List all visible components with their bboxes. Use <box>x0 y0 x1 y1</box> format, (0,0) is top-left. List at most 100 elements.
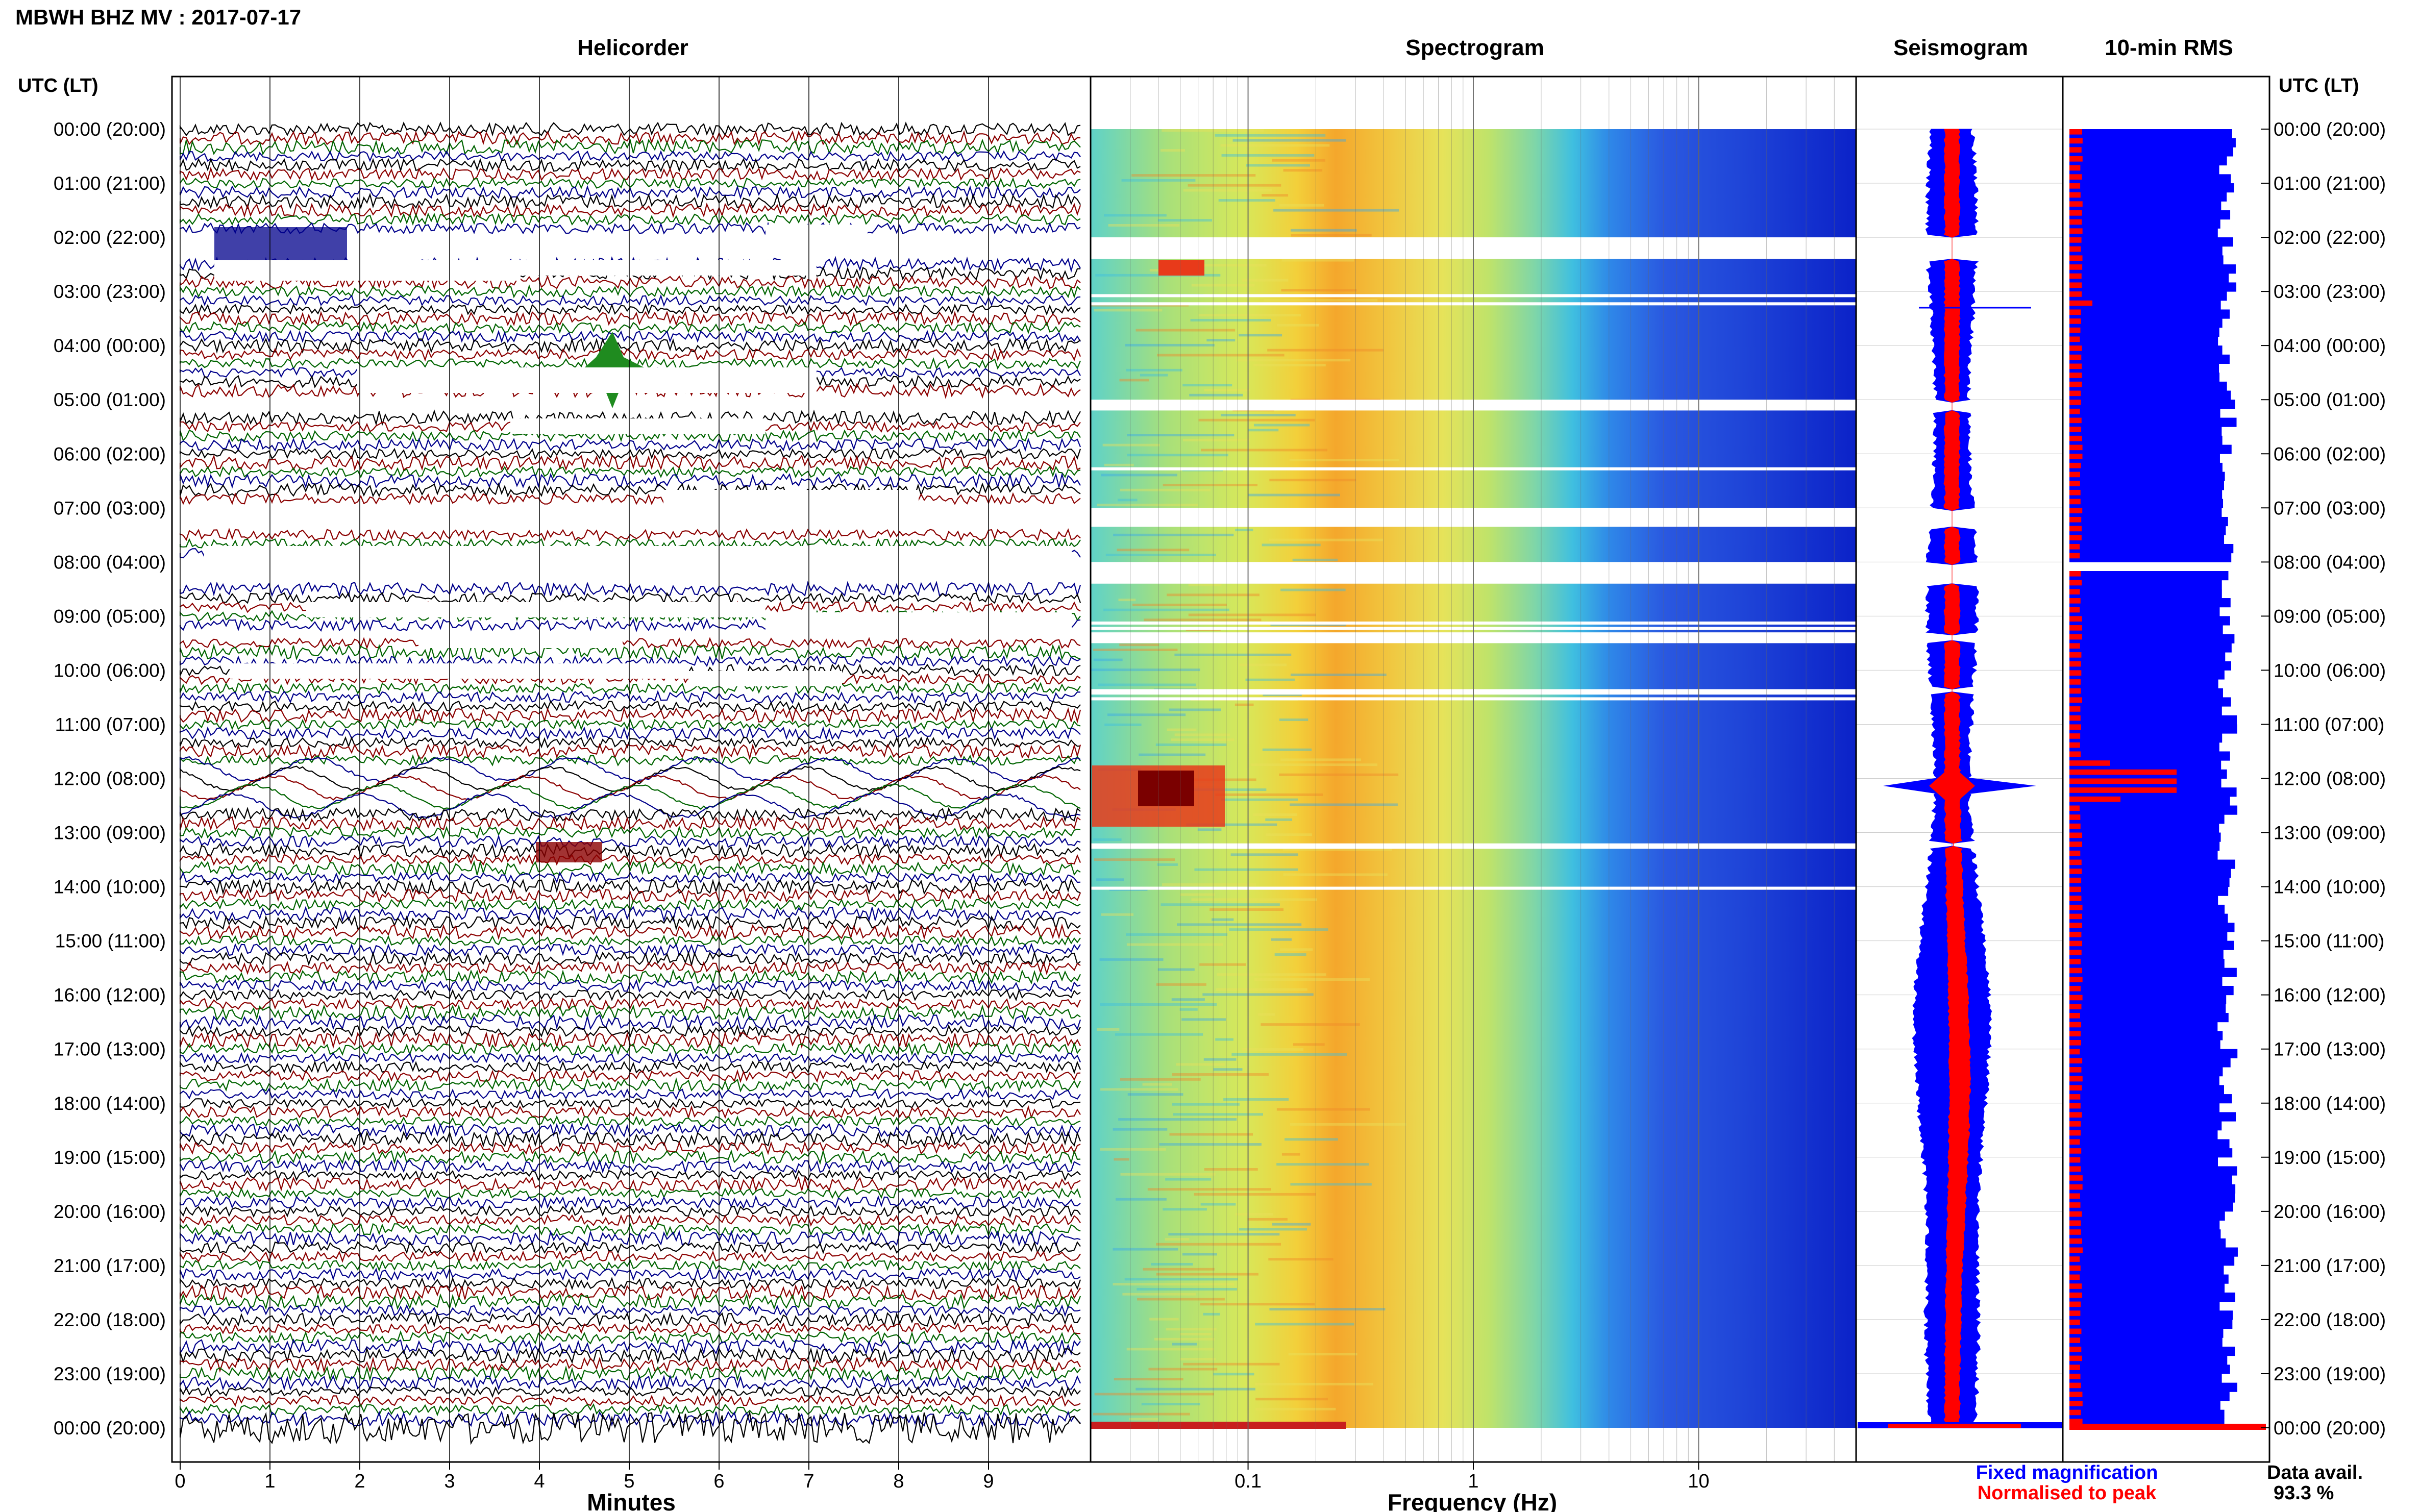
rms-bar-fixed <box>2069 1365 2230 1374</box>
spectrogram-band <box>1163 1208 1207 1211</box>
time-label-right: 01:00 (21:00) <box>2274 173 2386 194</box>
spectrogram-band <box>1215 793 1323 796</box>
rms-bar-normalised <box>2069 246 2081 252</box>
spectrogram-band <box>1163 483 1258 486</box>
data-gap <box>230 663 689 679</box>
rms-bar-normalised <box>2069 931 2082 937</box>
spectrogram-band <box>1113 1283 1235 1286</box>
rms-bar-fixed <box>2069 345 2223 355</box>
data-availability-value: 93.3 % <box>2274 1482 2334 1504</box>
spectrogram-band <box>1148 1368 1218 1371</box>
time-label-right: 00:00 (20:00) <box>2274 119 2386 140</box>
rms-bar-fixed <box>2069 950 2224 959</box>
rms-bar-normalised <box>2069 516 2082 523</box>
rms-bar-normalised <box>2069 977 2083 982</box>
spectrogram-band <box>1203 1312 1220 1316</box>
rms-bar-normalised <box>2069 147 2082 153</box>
rms-bar-normalised <box>2069 787 2177 793</box>
rms-bar-normalised <box>2069 670 2082 676</box>
spectrogram-band <box>1172 1103 1240 1106</box>
time-label-left: 09:00 (05:00) <box>54 606 166 627</box>
rms-bar-normalised <box>2069 1031 2081 1036</box>
time-label-right: 17:00 (13:00) <box>2274 1039 2386 1060</box>
rms-bar-normalised <box>2069 950 2082 955</box>
rms-bar-fixed <box>2069 201 2221 211</box>
spectrogram-band <box>1114 1158 1129 1161</box>
rms-bar-fixed <box>2069 219 2220 229</box>
spectrogram-band <box>1285 1138 1338 1141</box>
rms-bar-fixed <box>2069 237 2233 247</box>
rms-bar-normalised <box>2069 535 2082 540</box>
helicorder-trace <box>179 348 1081 362</box>
helicorder-trace <box>179 212 1081 226</box>
rms-bar-fixed <box>2069 129 2232 139</box>
helicorder-trace <box>179 1311 1081 1328</box>
rms-bar-normalised <box>2069 958 2081 964</box>
helicorder-trace <box>179 1176 1081 1193</box>
spectrogram-band <box>1098 683 1196 686</box>
spectrogram-band <box>1126 368 1182 371</box>
spectrogram-band <box>1264 299 1378 302</box>
rms-bar-fixed <box>2069 1040 2220 1050</box>
time-axis-right: 00:00 (20:00) 01:00 (21:00) 02:00 (22:00) 0… <box>2274 119 2386 1439</box>
rms-bar-fixed <box>2069 940 2234 950</box>
rms-bar-normalised <box>2069 1076 2083 1082</box>
utc-label-left: UTC (LT) <box>18 75 98 96</box>
helicorder-trace <box>179 202 1081 218</box>
rms-bar-fixed <box>2069 607 2220 616</box>
spectrogram-band <box>1182 438 1250 441</box>
helicorder-trace <box>179 1230 1081 1247</box>
spectrogram-band <box>1283 873 1388 876</box>
rms-bar-fixed <box>2069 832 2221 842</box>
helicorder-trace <box>179 934 1081 947</box>
helicorder-trace <box>179 447 1081 460</box>
rms-bar-fixed <box>2069 174 2231 184</box>
helicorder-trace <box>179 906 1081 923</box>
spectrogram-band <box>1155 743 1227 746</box>
rms-bar-fixed <box>2069 1058 2231 1068</box>
time-label-right: 21:00 (17:00) <box>2274 1255 2386 1276</box>
spectrogram-band <box>1121 179 1196 182</box>
rms-bar-normalised <box>2069 1112 2082 1118</box>
minute-tick-label: 3 <box>444 1471 455 1492</box>
spectrogram-band <box>1129 1418 1158 1421</box>
helicorder-trace <box>179 707 1081 724</box>
rms-bar-normalised <box>2069 417 2082 424</box>
rms-bar-normalised <box>2069 264 2083 270</box>
helicorder-trace <box>179 943 1081 957</box>
rms-bar-normalised <box>2069 462 2081 468</box>
rms-bar-fixed <box>2069 309 2230 319</box>
rms-bar-normalised <box>2069 129 2082 135</box>
spectrogram-band <box>1279 718 1309 722</box>
rms-bar-normalised <box>2069 138 2083 144</box>
rms-bar-fixed <box>2069 1148 2233 1158</box>
spectrogram-band <box>1176 1063 1225 1066</box>
rms-bar-normalised <box>2069 661 2081 667</box>
rms-bar-fixed <box>2069 923 2235 932</box>
rms-bar-fixed <box>2069 1373 2222 1383</box>
spectrogram-band <box>1257 1013 1275 1016</box>
rms-bar-normalised <box>2069 472 2080 478</box>
rms-bar-fixed <box>2069 859 2235 869</box>
spectrogram-band <box>1269 479 1356 482</box>
time-label-right: 00:00 (20:00) <box>2274 1418 2386 1439</box>
time-label-right: 03:00 (23:00) <box>2274 281 2386 302</box>
spectrogram-band <box>1173 1113 1264 1116</box>
spectrogram-band <box>1167 728 1197 731</box>
spectrogram-band <box>1100 1003 1217 1006</box>
time-label-left: 23:00 (19:00) <box>54 1364 166 1384</box>
spectrogram-band <box>1096 878 1124 881</box>
time-label-left: 17:00 (13:00) <box>54 1039 166 1060</box>
spectrogram-band <box>1254 978 1370 981</box>
spectrogram-band <box>1101 474 1177 477</box>
time-label-right: 16:00 (12:00) <box>2274 985 2386 1006</box>
helicorder-trace <box>179 130 1081 146</box>
rms-bar-fixed <box>2069 1319 2233 1329</box>
rms-bar-fixed <box>2069 913 2228 923</box>
spectrogram-band <box>1188 613 1316 616</box>
helicorder-trace <box>179 842 1081 860</box>
spectrogram-band <box>1197 828 1222 831</box>
time-label-left: 19:00 (15:00) <box>54 1147 166 1168</box>
rms-bar-fixed <box>2069 1256 2235 1266</box>
